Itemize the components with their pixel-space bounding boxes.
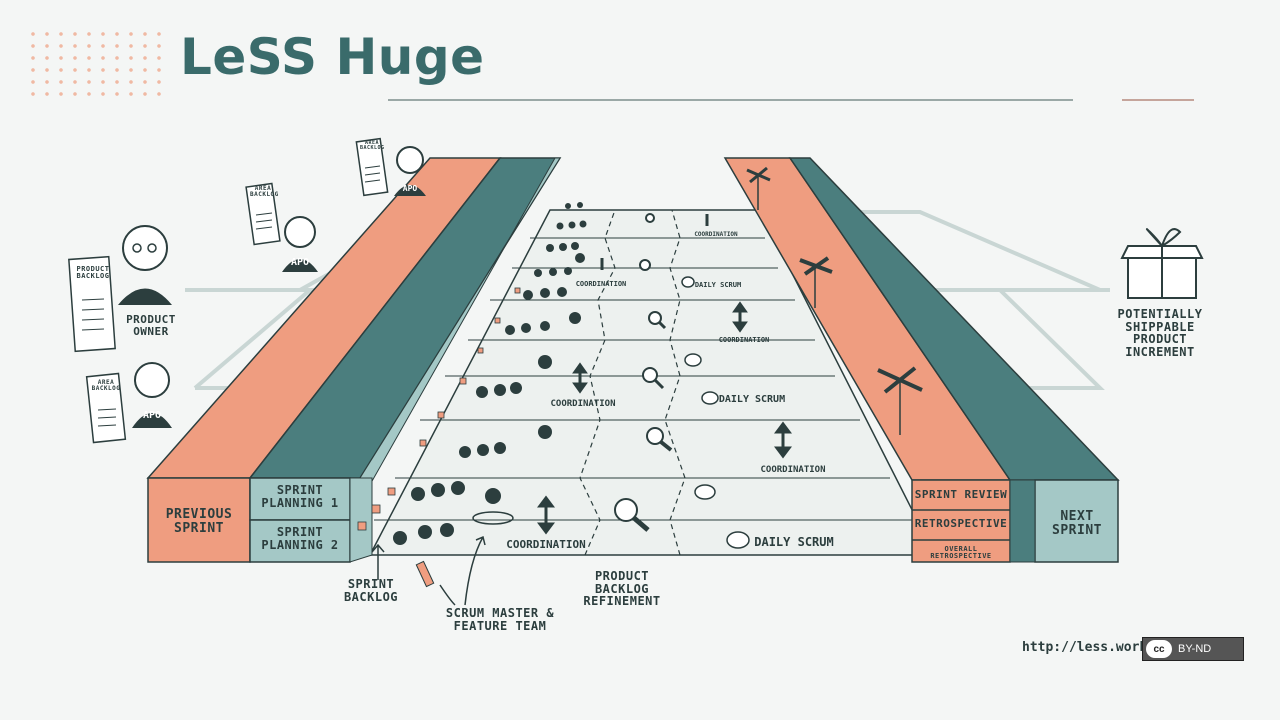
increment-label: POTENTIALLY SHIPPABLE PRODUCT INCREMENT <box>1117 307 1203 359</box>
credit-url[interactable]: http://less.works <box>1022 640 1156 655</box>
pencil-icon <box>415 560 435 588</box>
license-text: BY-ND <box>1178 643 1212 655</box>
backlog-documents <box>68 137 389 444</box>
apo-label-top: APO <box>403 184 418 193</box>
pbr-lanes <box>579 209 686 556</box>
coordination-label-2: COORDINATION <box>550 399 615 409</box>
license-badge[interactable]: cc BY-ND <box>1142 637 1244 661</box>
decorative-dot-grid <box>26 28 166 100</box>
daily-scrum-label-1: DAILY SCRUM <box>754 535 833 549</box>
speech-bubble-icons <box>681 276 750 549</box>
gift-box-icon <box>1120 228 1204 299</box>
apo-avatar-top <box>394 146 426 196</box>
review-retro-block <box>911 479 1011 563</box>
area-backlog-label-left: AREA BACKLOG <box>91 379 121 393</box>
overall-retrospective-label: OVERALL RETROSPECTIVE <box>930 545 992 561</box>
magnifier-icons <box>614 213 673 532</box>
scrum-master-team-label: SCRUM MASTER & FEATURE TEAM <box>445 606 555 633</box>
coordination-label-5: COORDINATION <box>576 280 627 288</box>
coordination-arrows <box>537 214 792 535</box>
title-underline <box>388 99 1073 101</box>
retrospective-label: RETROSPECTIVE <box>914 517 1008 530</box>
cc-icon: cc <box>1146 640 1172 658</box>
windmill-icons <box>746 166 923 435</box>
apo-avatar-left <box>132 362 172 428</box>
next-sprint-block <box>1034 479 1119 563</box>
apo-avatar-middle <box>282 216 318 272</box>
feature-team-people <box>393 202 587 545</box>
title-underline-accent <box>1122 99 1194 101</box>
daily-scrum-label-3: DAILY SCRUM <box>695 281 741 289</box>
daily-scrum-label-2: DAILY SCRUM <box>719 394 785 405</box>
coordination-label-4: COORDINATION <box>719 336 770 344</box>
product-backlog-label: PRODUCT BACKLOG <box>76 265 110 281</box>
sprint-backlog-label: SPRINT BACKLOG <box>343 577 399 604</box>
coordination-label-6: COORDINATION <box>694 231 738 238</box>
pbr-label: PRODUCT BACKLOG REFINEMENT <box>583 569 661 609</box>
product-owner-avatar <box>118 225 172 305</box>
area-backlog-label-top: AREA BACKLOG <box>360 140 385 152</box>
product-owner-label: PRODUCT OWNER <box>126 313 176 338</box>
backlog-lines <box>81 165 381 427</box>
callout-arrows <box>371 535 486 606</box>
slide-title: LeSS Huge <box>180 28 485 86</box>
apo-label-left: APO <box>143 410 161 421</box>
coordination-label-1: COORDINATION <box>506 538 585 551</box>
sprint-review-label: SPRINT REVIEW <box>914 488 1008 501</box>
apo-label-middle: APO <box>291 257 309 268</box>
coordination-label-3: COORDINATION <box>760 465 825 475</box>
task-sticky-notes <box>357 287 521 531</box>
previous-sprint-label: PREVIOUS SPRINT <box>165 507 233 536</box>
area-backlog-label-middle: AREA BACKLOG <box>250 185 279 199</box>
next-sprint-label: NEXT SPRINT <box>1052 509 1102 538</box>
sprint-backlog-side <box>349 477 373 563</box>
sprint-planning-2-label: SPRINT PLANNING 2 <box>261 525 339 552</box>
sprint-planning-1-label: SPRINT PLANNING 1 <box>261 483 339 510</box>
